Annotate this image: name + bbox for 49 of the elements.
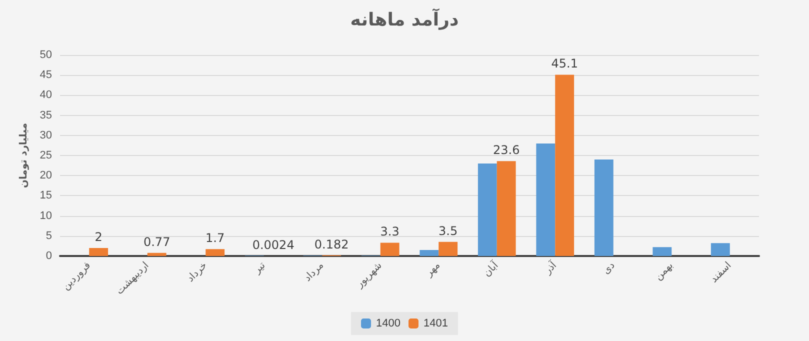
chart-title: درآمد ماهانه (350, 8, 459, 30)
y-tick-label: 5 (46, 230, 52, 242)
x-tick-label: تیر (251, 260, 268, 277)
data-label: 0.182 (314, 237, 349, 252)
bar (710, 243, 730, 256)
data-label: 2 (94, 230, 102, 244)
data-label: 0.0024 (252, 238, 294, 252)
y-tick-label: 10 (40, 210, 52, 222)
bar (206, 249, 225, 256)
data-label: 23.6 (492, 143, 520, 158)
data-label: 0.77 (143, 234, 170, 249)
x-tick-label: خرداد (185, 260, 210, 284)
data-label: 3.3 (380, 224, 400, 239)
data-label: 3.5 (438, 224, 458, 238)
y-tick-label: 50 (40, 49, 52, 61)
bar (478, 164, 497, 256)
bar (438, 242, 458, 256)
y-tick-label: 35 (40, 109, 52, 122)
bar (652, 247, 672, 256)
y-tick-label: 15 (40, 190, 52, 202)
bar (555, 74, 574, 256)
y-tick-label: 30 (40, 129, 52, 142)
bar (147, 252, 166, 256)
data-label: 1.7 (206, 231, 225, 246)
x-tick-label: مهر (423, 260, 443, 280)
legend-label: 1401 (424, 318, 448, 330)
x-tick-label: آبان (480, 258, 502, 280)
y-tick-label: 0 (46, 250, 52, 262)
bar (420, 250, 439, 256)
x-tick-label: اردیبهشت (114, 260, 152, 297)
x-tick-label: دی (600, 260, 618, 277)
x-tick-label: آذر (540, 258, 560, 278)
y-tick-label: 25 (40, 150, 52, 162)
bar (536, 143, 556, 256)
y-tick-label: 20 (40, 170, 52, 182)
x-tick-label: بهمن (653, 260, 676, 283)
data-label: 45.1 (551, 56, 578, 71)
x-tick-label: شهریور (354, 260, 384, 291)
y-tick-label: 45 (40, 69, 52, 82)
x-tick-label: فروردین (60, 260, 94, 292)
y-tick-label: 40 (40, 89, 52, 102)
bar (89, 248, 108, 256)
legend-label: 1400 (376, 318, 401, 330)
bar (496, 161, 516, 256)
x-tick-label: مرداد (302, 260, 326, 284)
bar (594, 160, 614, 256)
y-axis-title: میلیارد تومان (18, 122, 30, 188)
x-tick-label: اسفند (708, 260, 734, 286)
bar (380, 242, 400, 256)
